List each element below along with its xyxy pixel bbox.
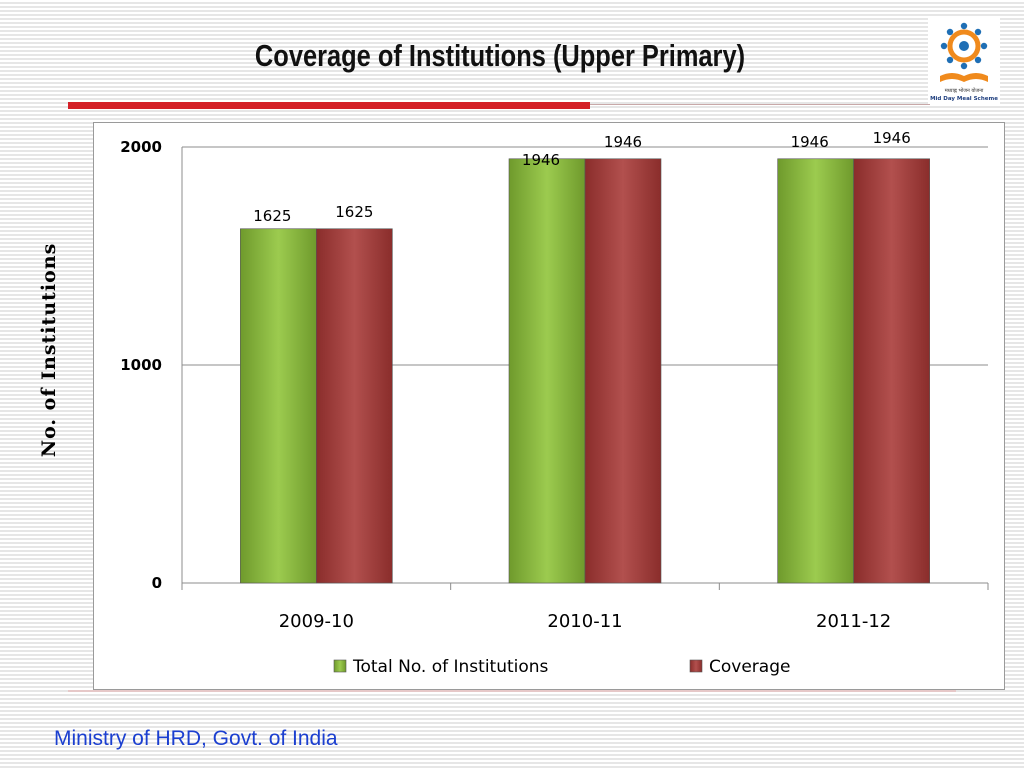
logo-text: Mid Day Meal Scheme — [930, 96, 998, 102]
legend-swatch-coverage — [689, 659, 703, 673]
y-tick-label: 1000 — [120, 356, 162, 374]
bar-coverage-2011-12 — [853, 158, 930, 584]
data-label: 1946 — [791, 133, 829, 151]
bar-coverage-2010-11 — [584, 158, 662, 584]
data-label: 1946 — [522, 151, 560, 169]
footer-divider — [68, 690, 956, 692]
legend-swatch-total — [333, 659, 347, 673]
x-category-label: 2011-12 — [816, 611, 891, 632]
data-label: 1625 — [253, 207, 291, 225]
chart-frame: 0 1000 2000 1625 1625 2009-10 1946 1946 2010-11 1… — [93, 122, 1005, 690]
legend-label: Total No. of Institutions — [352, 657, 549, 677]
bar-coverage-2009-10 — [316, 228, 393, 584]
mid-day-meal-logo: मध्याह्न भोजन योजना Mid Day Meal Scheme — [928, 18, 1000, 104]
data-label: 1625 — [335, 203, 373, 221]
x-category-label: 2009-10 — [279, 611, 354, 632]
bar-total-2010-11 — [508, 158, 586, 584]
slide-title: Coverage of Institutions (Upper Primary) — [254, 38, 746, 73]
y-tick-label: 2000 — [120, 138, 162, 156]
logo-figures-icon — [940, 22, 988, 70]
logo-book-icon — [940, 73, 988, 82]
bar-total-2011-12 — [777, 158, 854, 584]
bar-total-2009-10 — [240, 228, 317, 584]
svg-text:मध्याह्न भोजन योजना: मध्याह्न भोजन योजना — [945, 87, 984, 94]
y-tick-label: 0 — [152, 574, 162, 592]
legend-label: Coverage — [709, 657, 790, 677]
title-underline-red — [68, 102, 590, 109]
data-label: 1946 — [604, 133, 642, 151]
x-category-label: 2010-11 — [547, 611, 622, 632]
bar-chart: 0 1000 2000 1625 1625 2009-10 1946 1946 2010-11 1… — [120, 129, 989, 677]
y-axis-title: No. of Institutions — [38, 242, 60, 458]
data-label: 1946 — [873, 129, 911, 147]
footer-ministry-text: Ministry of HRD, Govt. of India — [54, 727, 338, 750]
title-underline-thin — [590, 104, 930, 105]
